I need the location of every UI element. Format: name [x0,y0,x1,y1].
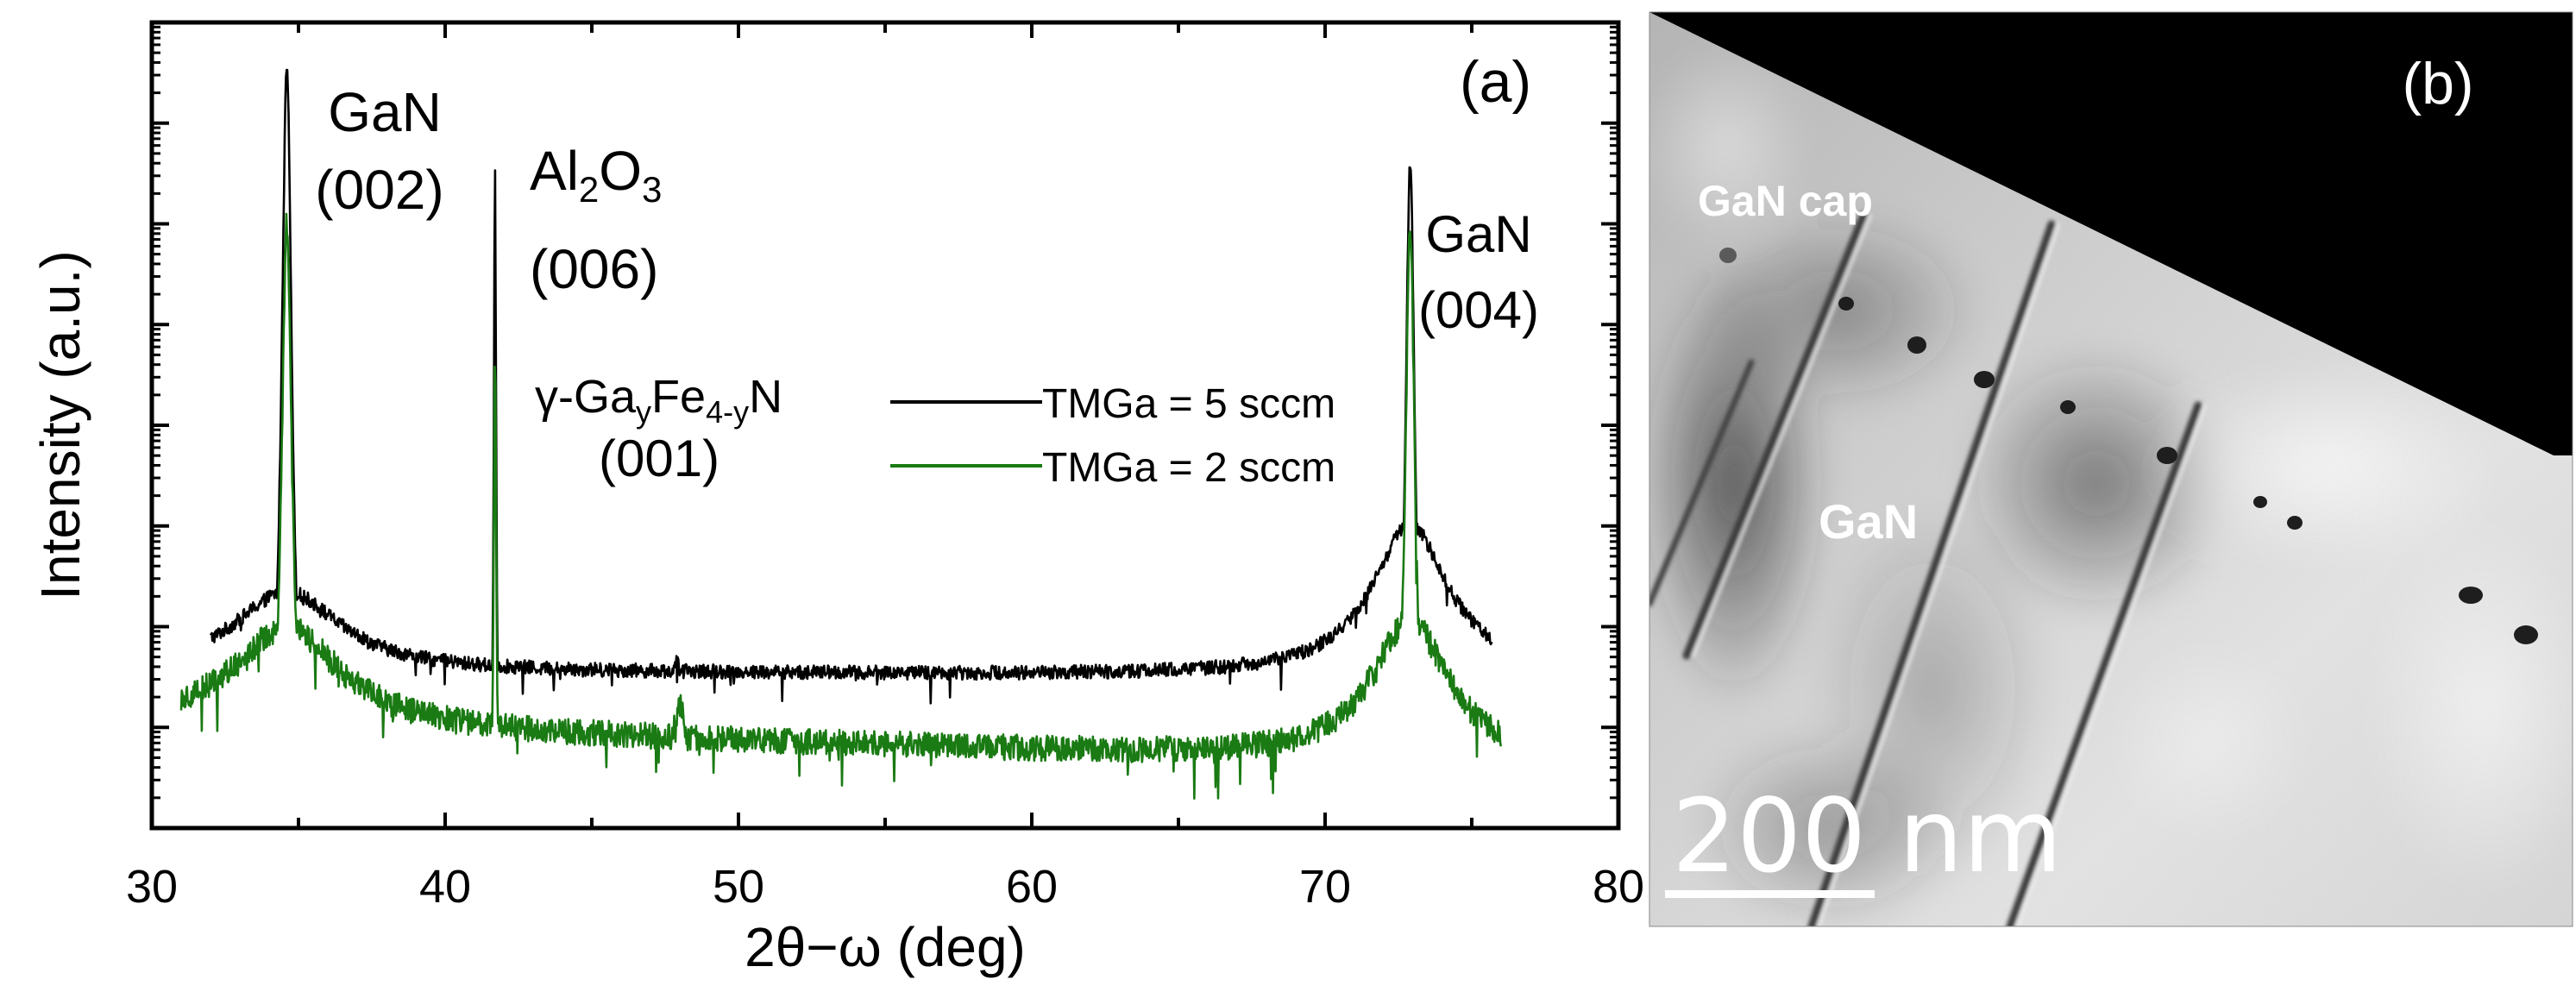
x-axis-ticks: 30 40 50 60 70 80 [126,22,1644,913]
y-axis-label: Intensity (a.u.) [29,250,91,600]
annotation-gan-004-index: (004) [1418,281,1539,339]
annotation-al2o3-index: (006) [530,238,658,300]
panel-a-label: (a) [1460,49,1531,115]
x-tick-label-40: 40 [419,861,471,913]
annotation-gafen-001: γ-GayFe4-yN (001) [535,371,782,487]
series-layer [179,68,1502,800]
series-line-0 [209,68,1493,705]
panel-b-label: (b) [2402,51,2473,116]
annotation-al2o3-006: Al2O3 (006) [530,140,662,300]
legend-label-2sccm: TMGa = 2 sccm [1042,445,1335,491]
x-tick-label-70: 70 [1299,861,1351,913]
legend-label-5sccm: TMGa = 5 sccm [1042,381,1335,427]
x-tick-label-60: 60 [1006,861,1058,913]
annotation-gan-002-index: (002) [315,159,443,221]
plot-frame [149,20,1621,831]
x-axis-label: 2θ−ω (deg) [745,916,1026,978]
tem-label-gan: GaN [1819,494,1918,549]
precipitates [1719,248,2538,644]
legend: TMGa = 5 sccm TMGa = 2 sccm [890,381,1335,491]
xrd-chart: 30 40 50 60 70 80 2θ−ω (deg) Intensity (a.u.)… [29,20,1644,978]
x-tick-label-50: 50 [713,861,764,913]
dislocation-lines [1649,211,2207,926]
tem-label-gan-cap: GaN cap [1698,177,1873,225]
annotation-gan-002-name: GaN [328,81,442,143]
x-tick-label-30: 30 [126,861,178,913]
tem-frame [1649,11,2573,927]
scale-bar [1665,890,1875,898]
vacuum-region-edge [1649,12,2573,455]
annotation-gan-004-name: GaN [1425,205,1531,263]
annotation-al2o3-name: Al2O3 [530,140,662,210]
annotation-gafen-index: (001) [599,430,719,487]
y-axis-ticks [152,25,1618,830]
annotation-gan-002: GaN (002) [315,81,443,221]
tem-image: (b) GaN cap GaN 200 nm [1649,12,2573,926]
annotation-gan-004: GaN (004) [1418,205,1539,339]
scale-bar-label: 200 nm [1672,776,2062,895]
x-tick-label-80: 80 [1593,861,1644,913]
annotation-gafen-name: γ-GayFe4-yN [535,371,782,430]
series-line-1 [179,212,1502,800]
